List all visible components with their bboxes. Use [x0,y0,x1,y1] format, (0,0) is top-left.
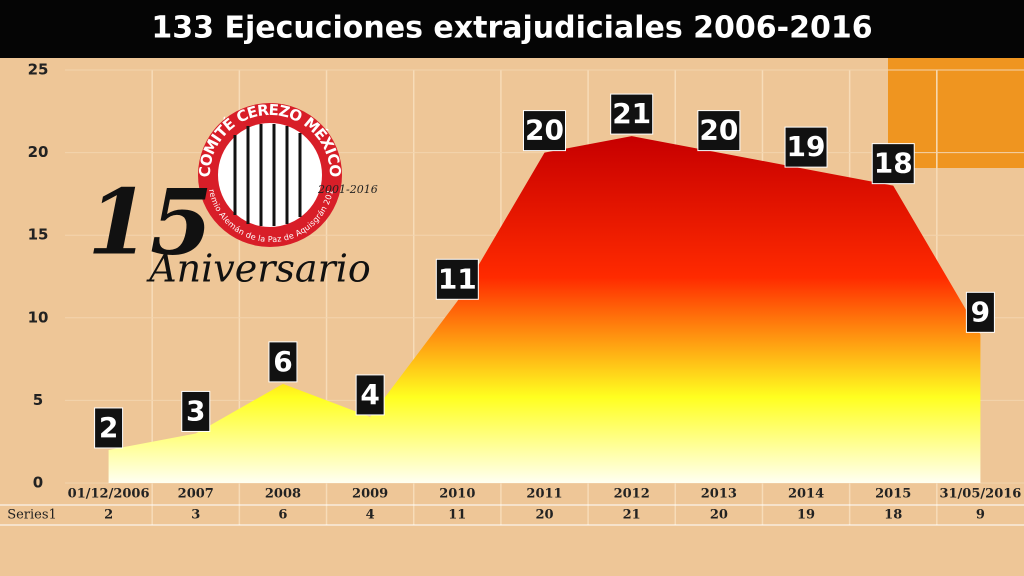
value-label-box [94,407,124,449]
table-value: 9 [976,508,985,523]
title-bar [0,0,1024,58]
x-tick-label: 2010 [439,487,475,502]
value-label-box [435,258,479,300]
value-label: 11 [438,262,477,295]
value-label-box [697,110,741,152]
x-tick-label: 2012 [614,487,650,502]
x-tick-label: 31/05/2016 [939,487,1021,502]
x-tick-label: 01/12/2006 [68,487,150,502]
value-label: 20 [525,114,564,147]
y-tick-label: 20 [28,143,49,161]
value-label: 3 [186,394,205,427]
value-label-box [523,110,566,152]
value-label: 20 [699,114,738,147]
y-tick-label: 25 [28,61,49,79]
value-label: 19 [787,130,826,163]
y-tick-label: 5 [33,391,43,409]
logo-bars [233,124,302,226]
y-tick-label: 0 [33,474,43,492]
value-label: 2 [99,411,118,444]
value-label-box [181,390,211,432]
area [108,136,981,483]
table-value: 6 [278,508,287,523]
value-label: 6 [273,345,292,378]
value-label: 4 [360,378,379,411]
x-tick-label: 2011 [526,487,562,502]
value-label-box [784,126,828,168]
table-value: 20 [710,508,728,523]
x-tick-label: 2015 [875,487,911,502]
logo-center [218,123,322,227]
value-label: 9 [971,295,990,328]
x-tick-label: 2007 [178,487,214,502]
value-label-box [610,93,654,135]
x-tick-label: 2009 [352,487,388,502]
logo-years: 2001-2016 [317,183,378,196]
logo-text: Aniversario [146,247,371,291]
table-value: 4 [366,508,375,523]
table-value: 18 [884,508,902,523]
value-label-box [965,291,995,333]
legend-label: Series1 [7,508,57,523]
table-value: 11 [448,508,466,523]
y-tick-label: 15 [28,226,49,244]
table-value: 3 [191,508,200,523]
value-label: 21 [612,97,651,130]
x-tick-label: 2014 [788,487,824,502]
x-tick-label: 2008 [265,487,301,502]
chart-title: 133 Ejecuciones extrajudiciales 2006-201… [151,11,872,46]
table-value: 2 [104,508,113,523]
value-label: 18 [874,147,913,180]
value-label-box [268,341,298,383]
logo-number: 15 [87,170,212,276]
y-tick-label: 10 [28,308,49,326]
value-label-box [355,374,385,416]
value-label-box [871,143,915,185]
table-value: 19 [797,508,815,523]
table-value: 20 [535,508,553,523]
table-value: 21 [623,508,641,523]
x-tick-label: 2013 [701,487,737,502]
